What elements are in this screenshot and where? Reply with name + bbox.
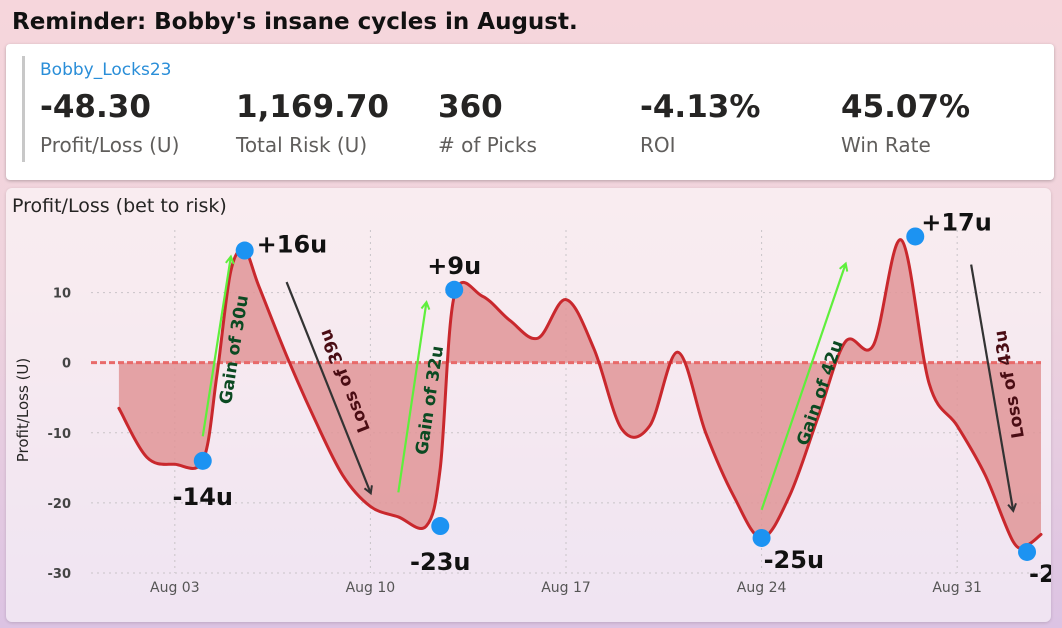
highlight-label: -25u xyxy=(764,546,824,574)
loss-arrow xyxy=(285,281,371,492)
highlight-marker[interactable] xyxy=(752,528,771,547)
gain-arrow xyxy=(201,258,231,437)
y-tick-label: -10 xyxy=(48,427,72,442)
axes: 10 0 -10 -20 -30 Aug 03 Aug 10 Aug 17 Aug 24 Aug … xyxy=(48,287,982,596)
x-tick-label: Aug 24 xyxy=(737,580,787,596)
profit-loss-chart[interactable]: 10 0 -10 -20 -30 Aug 03 Aug 10 Aug 17 Aug 24 Aug … xyxy=(6,188,1051,622)
kpi-num-picks: 360 # of Picks xyxy=(438,89,537,158)
kpi-label: Win Rate xyxy=(841,133,931,157)
y-axis-label: Profit/Loss (U) xyxy=(14,358,32,463)
highlight-label: +9u xyxy=(427,252,481,280)
highlight-label: -26u xyxy=(1029,560,1051,588)
kpi-value: 45.07% xyxy=(841,89,971,125)
x-tick-label: Aug 03 xyxy=(150,580,200,596)
account-name[interactable]: Bobby_Locks23 xyxy=(40,60,172,80)
kpi-profit-loss: -48.30 Profit/Loss (U) xyxy=(40,89,180,158)
kpi-label: # of Picks xyxy=(438,133,537,157)
kpi-label: Profit/Loss (U) xyxy=(40,133,180,157)
highlight-marker[interactable] xyxy=(193,451,212,470)
highlight-label: -23u xyxy=(410,548,470,576)
kpi-card: Bobby_Locks23 -48.30 Profit/Loss (U) 1,1… xyxy=(6,44,1054,180)
y-tick-label: 0 xyxy=(62,357,71,372)
highlight-marker[interactable] xyxy=(445,280,464,299)
chart-title: Profit/Loss (bet to risk) xyxy=(12,195,227,217)
highlight-label: +16u xyxy=(257,231,328,259)
kpi-value: 360 xyxy=(438,89,503,125)
highlight-marker[interactable] xyxy=(235,241,254,260)
kpi-value: 1,169.70 xyxy=(236,89,389,125)
loss-arrow xyxy=(970,264,1013,510)
y-tick-label: -30 xyxy=(48,567,72,582)
kpi-total-risk: 1,169.70 Total Risk (U) xyxy=(236,89,389,158)
highlight-marker[interactable] xyxy=(906,227,925,246)
kpi-value: -4.13% xyxy=(640,89,761,125)
x-tick-label: Aug 17 xyxy=(541,580,591,596)
markers: -14u +16u -23u +9u -25u +17u -26u xyxy=(173,208,1051,587)
area-fill xyxy=(118,239,1041,549)
kpi-accent-bar xyxy=(22,56,25,162)
kpi-value: -48.30 xyxy=(40,89,151,125)
kpi-label: Total Risk (U) xyxy=(236,133,368,157)
grid xyxy=(91,230,1041,574)
y-tick-label: 10 xyxy=(53,287,71,302)
kpi-win-rate: 45.07% Win Rate xyxy=(841,89,971,158)
y-tick-label: -20 xyxy=(48,497,72,512)
highlight-label: -14u xyxy=(173,483,233,511)
page-title: Reminder: Bobby's insane cycles in Augus… xyxy=(12,9,578,35)
gain-arrow xyxy=(760,265,846,511)
highlight-marker[interactable] xyxy=(1018,542,1037,561)
gain-arrow xyxy=(397,303,426,493)
highlight-label: +17u xyxy=(921,208,992,236)
highlight-marker[interactable] xyxy=(431,517,450,536)
kpi-label: ROI xyxy=(640,133,676,157)
chart-card: 10 0 -10 -20 -30 Aug 03 Aug 10 Aug 17 Aug 24 Aug … xyxy=(6,188,1051,622)
x-tick-label: Aug 10 xyxy=(346,580,396,596)
kpi-roi: -4.13% ROI xyxy=(640,89,761,158)
x-tick-label: Aug 31 xyxy=(932,580,982,596)
